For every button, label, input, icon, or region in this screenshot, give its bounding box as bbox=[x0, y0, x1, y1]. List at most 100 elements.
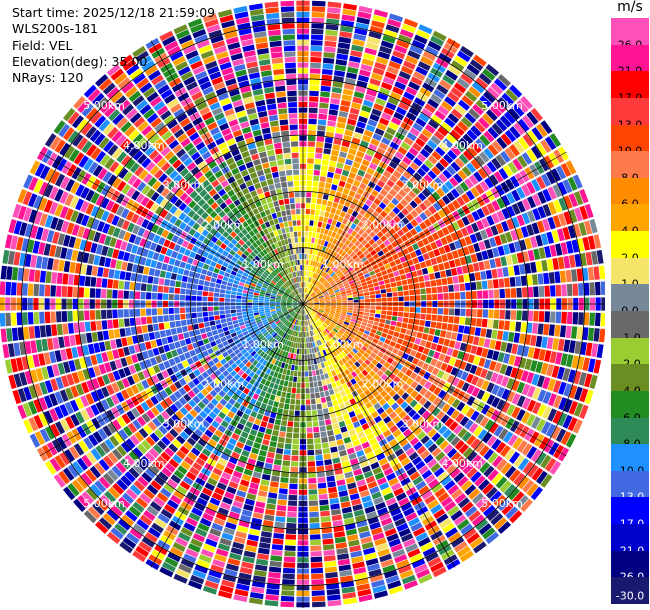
radar-gate bbox=[446, 432, 457, 443]
radar-gate bbox=[307, 307, 312, 311]
radar-gate bbox=[454, 439, 465, 451]
radar-gate bbox=[310, 214, 315, 221]
radar-gate bbox=[368, 215, 376, 223]
radar-gate bbox=[306, 405, 311, 411]
radar-gate bbox=[384, 324, 390, 330]
radar-gate bbox=[347, 336, 354, 342]
radar-gate bbox=[451, 199, 461, 210]
radar-gate bbox=[326, 475, 335, 482]
radar-gate bbox=[460, 73, 474, 85]
radar-gate bbox=[455, 185, 465, 195]
radar-gate bbox=[281, 307, 287, 309]
radar-gate bbox=[431, 407, 441, 417]
radar-gate bbox=[361, 362, 368, 369]
radar-gate bbox=[308, 102, 318, 108]
radar-gate bbox=[326, 12, 340, 20]
radar-gate bbox=[566, 354, 574, 368]
radar-gate bbox=[59, 389, 69, 402]
radar-gate bbox=[348, 539, 360, 547]
radar-gate bbox=[486, 215, 495, 226]
radar-gate bbox=[335, 312, 341, 315]
radar-gate bbox=[461, 265, 469, 274]
radar-gate bbox=[461, 334, 469, 343]
radar-gate bbox=[254, 418, 262, 426]
radar-gate bbox=[317, 312, 322, 317]
radar-gate bbox=[207, 306, 214, 312]
radar-gate bbox=[241, 339, 248, 345]
radar-gate bbox=[56, 324, 63, 336]
radar-gate bbox=[401, 374, 409, 382]
radar-gate bbox=[248, 528, 260, 536]
radar-gate bbox=[440, 121, 452, 133]
radar-gate bbox=[428, 393, 437, 403]
radar-gate bbox=[355, 85, 366, 94]
radar-gate bbox=[102, 473, 115, 485]
radar-gate bbox=[335, 221, 342, 228]
radar-gate bbox=[473, 425, 483, 437]
radar-gate bbox=[475, 458, 486, 470]
radar-gate bbox=[163, 344, 171, 353]
radar-gate bbox=[354, 156, 363, 164]
radar-gate bbox=[132, 501, 145, 513]
radar-gate bbox=[459, 342, 467, 352]
radar-gate bbox=[179, 378, 187, 387]
radar-gate bbox=[402, 185, 411, 194]
radar-gate bbox=[116, 380, 125, 391]
radar-gate bbox=[215, 338, 222, 345]
radar-gate bbox=[312, 308, 318, 312]
radar-gate bbox=[540, 455, 552, 469]
radar-gate bbox=[382, 328, 389, 334]
radar-gate bbox=[433, 386, 442, 396]
radar-gate bbox=[584, 389, 594, 405]
radar-gate bbox=[90, 354, 98, 366]
radar-gate bbox=[348, 61, 360, 69]
radar-gate bbox=[393, 376, 401, 384]
radar-gate bbox=[297, 371, 301, 377]
radar-gate bbox=[470, 158, 481, 170]
radar-gate bbox=[399, 569, 414, 579]
radar-gate bbox=[412, 277, 419, 283]
radar-gate bbox=[450, 87, 463, 98]
radar-gate bbox=[308, 304, 314, 306]
radar-gate bbox=[335, 355, 341, 361]
radar-gate bbox=[533, 248, 541, 260]
radar-gate bbox=[318, 263, 322, 269]
radar-gate bbox=[347, 366, 354, 373]
radar-gate bbox=[304, 337, 306, 343]
radar-gate bbox=[415, 416, 425, 426]
radar-gate bbox=[123, 425, 133, 437]
radar-gate bbox=[456, 333, 463, 342]
radar-gate bbox=[451, 488, 463, 500]
radar-gate bbox=[371, 108, 382, 117]
radar-gate bbox=[368, 316, 375, 321]
radar-gate bbox=[320, 325, 325, 331]
radar-gate bbox=[415, 480, 427, 491]
radar-gate bbox=[174, 287, 181, 294]
radar-gate bbox=[415, 182, 425, 192]
radar-gate bbox=[204, 321, 210, 328]
radar-gate bbox=[521, 383, 531, 396]
radar-gate bbox=[309, 254, 312, 260]
radar-gate bbox=[471, 454, 482, 466]
radar-gate bbox=[43, 395, 53, 409]
radar-gate bbox=[546, 258, 554, 271]
radar-gate bbox=[576, 326, 583, 340]
radar-gate bbox=[294, 336, 297, 343]
radar-gate bbox=[341, 408, 348, 415]
radar-gate bbox=[462, 150, 474, 161]
radar-gate bbox=[527, 286, 534, 298]
radar-gate bbox=[209, 389, 218, 398]
radar-gate bbox=[493, 494, 506, 507]
radar-gate bbox=[354, 126, 365, 134]
radar-gate bbox=[521, 397, 531, 410]
radar-gate bbox=[317, 275, 322, 281]
radar-gate bbox=[126, 336, 134, 346]
radar-gate bbox=[389, 425, 399, 434]
radar-gate bbox=[272, 365, 277, 371]
radar-gate bbox=[249, 378, 256, 385]
radar-gate bbox=[243, 351, 250, 358]
radar-gate bbox=[486, 349, 494, 359]
radar-gate bbox=[134, 291, 141, 300]
radar-gate bbox=[572, 419, 583, 434]
radar-gate bbox=[420, 288, 426, 295]
